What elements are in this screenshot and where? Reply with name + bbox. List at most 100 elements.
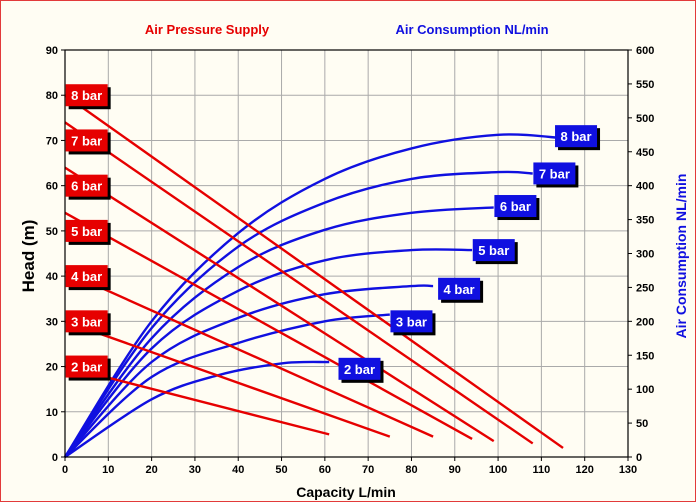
tag-box [494, 195, 537, 218]
tag-box [555, 125, 598, 148]
air-curve-3-bar [64, 313, 390, 458]
tag-label: 3 bar [71, 314, 102, 329]
tag-label: 6 bar [71, 179, 102, 194]
y2-axis-ticks: 0 50 100 150 200 250 300 350 400 450 500 550 600 [628, 45, 654, 464]
pressure-labels: 8 bar 7 bar 6 bar 5 bar 4 bar 3 bar 2 bar [65, 84, 111, 381]
air-curve-5-bar [64, 248, 473, 458]
air-curve-2-bar [64, 360, 330, 458]
tag-label: 3 bar [396, 314, 427, 329]
air-curve-7-bar [64, 170, 533, 458]
tag-label: 5 bar [478, 243, 509, 258]
x-tick-label: 60 [319, 464, 331, 476]
y2-tick-label: 500 [636, 113, 654, 125]
y2-tick-label: 450 [636, 147, 654, 159]
head-line-3-bar [64, 320, 391, 438]
air-consumption-curves [63, 133, 564, 458]
x-tick-label: 100 [489, 464, 507, 476]
air-curve-8-bar [63, 133, 564, 458]
pressure-label-3-bar: 3 bar [65, 310, 111, 336]
x-tick-label: 0 [62, 464, 68, 476]
tag-box [65, 219, 108, 242]
head-lines [64, 94, 564, 449]
air-label-6-bar: 6 bar [494, 195, 540, 221]
tag-label: 8 bar [560, 129, 591, 144]
y2-tick-label: 550 [636, 79, 654, 91]
head-line-8-bar [64, 94, 564, 449]
tag-label: 2 bar [71, 360, 102, 375]
x-tick-label: 130 [619, 464, 637, 476]
pressure-label-4-bar: 4 bar [65, 265, 111, 291]
x-tick-label: 110 [533, 464, 551, 476]
y2-tick-label: 50 [636, 418, 648, 430]
x-tick-label: 90 [449, 464, 461, 476]
y-axis-label: Head (m) [19, 220, 38, 293]
x-tick-label: 30 [189, 464, 201, 476]
head-line-6-bar [64, 166, 495, 443]
air-label-4-bar: 4 bar [438, 277, 484, 303]
tag-box [65, 174, 108, 197]
y2-tick-label: 400 [636, 181, 654, 193]
pressure-label-6-bar: 6 bar [65, 174, 111, 200]
x-tick-label: 80 [405, 464, 417, 476]
tag-box [65, 355, 108, 378]
tag-label: 2 bar [344, 362, 375, 377]
tag-box [472, 239, 515, 262]
x-tick-label: 50 [275, 464, 287, 476]
y2-tick-label: 300 [636, 249, 654, 261]
y-tick-label: 10 [46, 407, 58, 419]
y2-axis-label: Air Consumption NL/min [673, 174, 689, 339]
tag-box [65, 310, 108, 333]
y-tick-label: 60 [46, 181, 58, 193]
y-tick-label: 90 [46, 45, 58, 57]
y-tick-label: 70 [46, 135, 58, 147]
tag-label: 7 bar [71, 133, 102, 148]
air-curve-4-bar [64, 284, 434, 458]
tag-box [390, 310, 433, 333]
pressure-label-5-bar: 5 bar [65, 219, 111, 245]
y2-tick-label: 200 [636, 316, 654, 328]
y2-tick-label: 250 [636, 282, 654, 294]
x-tick-label: 40 [232, 464, 244, 476]
y2-tick-label: 350 [636, 215, 654, 227]
pressure-label-7-bar: 7 bar [65, 129, 111, 155]
tag-label: 5 bar [71, 224, 102, 239]
grid-lines [64, 49, 629, 458]
tag-box [338, 357, 381, 380]
pressure-label-2-bar: 2 bar [65, 355, 111, 381]
air-label-5-bar: 5 bar [472, 239, 518, 265]
head-line-4-bar [64, 270, 434, 438]
tag-label: 8 bar [71, 88, 102, 103]
head-line-7-bar [64, 121, 534, 445]
tag-label: 6 bar [500, 199, 531, 214]
air-consumption-labels: 8 bar 7 bar 6 bar 5 bar 4 bar 3 bar 2 bar [338, 125, 601, 383]
y-tick-label: 80 [46, 90, 58, 102]
plot-area-border [64, 49, 629, 458]
tag-label: 4 bar [71, 269, 102, 284]
air-curve-6-bar [64, 206, 494, 458]
y2-tick-label: 100 [636, 384, 654, 396]
x-tick-label: 70 [362, 464, 374, 476]
tag-box [533, 162, 576, 185]
x-axis-label: Capacity L/min [296, 484, 396, 500]
x-tick-label: 10 [102, 464, 114, 476]
pressure-label-8-bar: 8 bar [65, 84, 111, 110]
x-axis-ticks: 0 10 20 30 40 50 60 70 80 90 100 110 120 130 [62, 457, 637, 476]
tag-label: 4 bar [444, 282, 475, 297]
y-tick-label: 50 [46, 226, 58, 238]
air-label-8-bar: 8 bar [555, 125, 601, 151]
x-tick-label: 20 [145, 464, 157, 476]
y-axis-ticks: 0 10 20 30 40 50 60 70 80 90 [46, 45, 65, 464]
title-air-pressure-supply: Air Pressure Supply [145, 22, 270, 37]
y-tick-label: 40 [46, 271, 58, 283]
x-tick-label: 120 [576, 464, 594, 476]
y-tick-label: 0 [52, 452, 58, 464]
air-label-2-bar: 2 bar [338, 357, 384, 383]
plot-border [64, 49, 629, 458]
tag-box [65, 129, 108, 152]
y-tick-label: 30 [46, 316, 58, 328]
head-line-5-bar [64, 211, 473, 440]
tag-label: 7 bar [539, 166, 570, 181]
air-label-3-bar: 3 bar [390, 310, 436, 336]
air-label-7-bar: 7 bar [533, 162, 579, 188]
